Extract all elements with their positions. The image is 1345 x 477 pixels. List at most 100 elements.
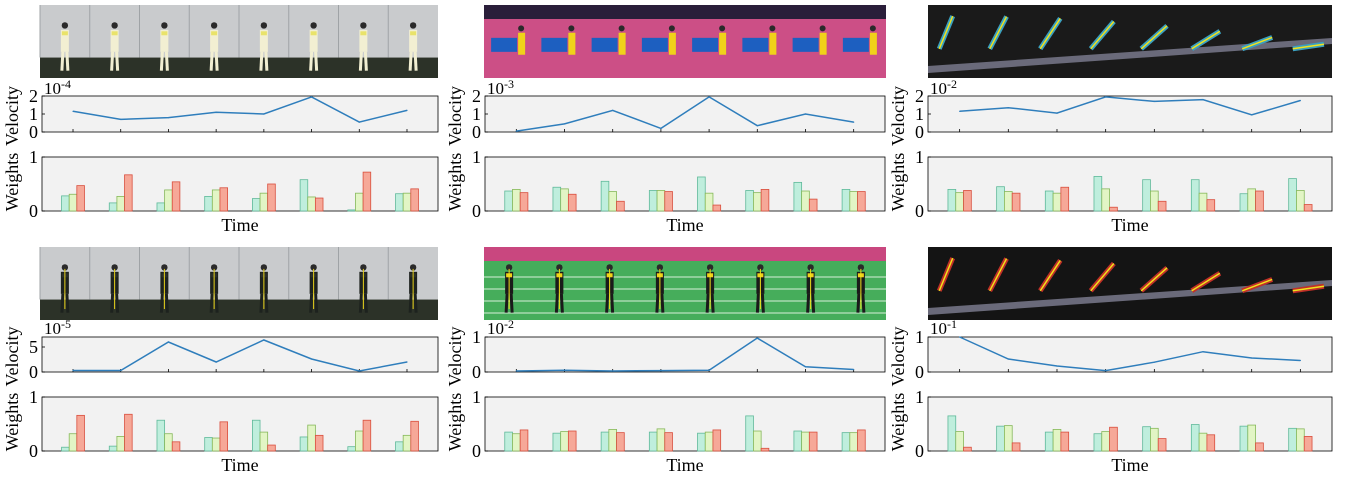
weight-bar-series-1: [793, 181, 803, 212]
weight-bar-series-1: [1093, 176, 1103, 212]
weight-bar-series-3: [76, 185, 85, 212]
weight-bar-series-1: [745, 415, 754, 452]
velocity-series-line: [516, 96, 854, 132]
weight-bar-series-2: [355, 430, 364, 452]
weight-bar-series-3: [1011, 442, 1021, 452]
weights-axes: [927, 156, 1333, 212]
velocity-chart: 210 10-2 Velocity: [888, 77, 1333, 146]
x-axis-label: Time: [666, 215, 703, 235]
velocity-point: [1153, 361, 1155, 363]
y-tick-label: 0: [472, 441, 481, 461]
weight-bar-series-2: [656, 190, 666, 212]
velocity-point: [120, 118, 122, 120]
y-tick-label: 0: [915, 362, 924, 382]
weight-bar-series-3: [124, 174, 133, 212]
velocity-point: [263, 339, 265, 341]
velocity-point: [406, 109, 408, 111]
weight-bar-series-1: [841, 188, 851, 212]
y-tick-label: 0: [915, 122, 924, 142]
velocity-point: [756, 125, 758, 127]
weight-bar-series-2: [68, 433, 78, 452]
velocity-point: [756, 337, 758, 339]
weight-bar-series-1: [1142, 179, 1151, 212]
velocity-point: [72, 369, 74, 372]
y-tick-label: 0: [29, 122, 38, 142]
weight-bar-series-3: [963, 446, 972, 452]
scale-label: 10-5: [44, 317, 71, 338]
weight-bar-series-3: [519, 192, 529, 212]
y-tick-label: 0: [472, 201, 481, 221]
weight-bar-series-2: [753, 430, 762, 452]
weight-bar-series-3: [171, 441, 181, 452]
weight-bar-series-3: [1206, 434, 1216, 452]
weight-bar-series-2: [164, 189, 173, 212]
x-axis-label: Time: [1111, 455, 1148, 475]
weight-bar-series-2: [656, 428, 666, 452]
velocity-point: [563, 369, 566, 371]
weight-bar-series-2: [1052, 192, 1062, 212]
y-tick-label: 0: [29, 201, 38, 221]
weight-bar-series-2: [1004, 191, 1013, 212]
velocity-point: [167, 341, 170, 343]
weights-axes: [484, 156, 886, 212]
weights-chart: 1 0 Weights Time: [445, 147, 886, 235]
weight-bar-series-3: [1109, 426, 1118, 452]
velocity-point: [708, 369, 710, 371]
velocity-point: [515, 130, 517, 132]
weight-bar-series-3: [1060, 186, 1070, 212]
weight-bar-series-2: [307, 424, 316, 452]
y-tick-label: 0: [472, 122, 481, 142]
weight-bar-series-2: [704, 431, 714, 452]
velocity-point: [1056, 365, 1058, 367]
weight-bar-series-3: [1109, 206, 1118, 212]
weight-bar-series-2: [704, 192, 714, 212]
y-tick-label: 5: [29, 337, 38, 357]
velocity-point: [660, 370, 662, 372]
weight-bar-series-3: [808, 431, 818, 452]
weights-chart: 1 0 Weights Time: [888, 387, 1333, 475]
weight-bar-series-3: [857, 191, 866, 212]
velocity-point: [563, 123, 566, 125]
action-frames-image: [484, 247, 886, 320]
weight-bar-series-2: [1150, 190, 1159, 212]
weight-bar-series-2: [955, 431, 964, 452]
weights-chart: 1 0 Weights Time: [2, 147, 439, 235]
weight-bar-series-2: [512, 433, 521, 452]
weight-bar-series-1: [1288, 427, 1297, 452]
weight-bar-series-1: [347, 446, 356, 452]
weight-bar-series-1: [108, 445, 118, 452]
velocity-point: [515, 370, 517, 372]
weight-bar-series-2: [259, 192, 269, 212]
velocity-chart: 210 10-3 Velocity: [445, 77, 886, 146]
weight-bar-series-3: [1157, 200, 1167, 212]
weight-bar-series-2: [1247, 424, 1256, 452]
velocity-series-line: [959, 96, 1301, 116]
x-axis-label: Time: [221, 455, 258, 475]
velocity-point: [215, 111, 217, 113]
weight-bar-series-1: [61, 446, 70, 452]
weight-bar-series-3: [1157, 438, 1167, 452]
y-tick-label: 2: [915, 86, 924, 106]
velocity-point: [612, 109, 614, 111]
weights-axes: [484, 396, 886, 452]
weight-bar-series-1: [600, 180, 610, 212]
velocity-series-line: [73, 339, 408, 372]
weight-bar-series-3: [616, 200, 625, 212]
weight-bar-series-3: [760, 188, 770, 212]
weight-bar-series-1: [552, 432, 562, 452]
weight-bar-series-3: [267, 183, 276, 212]
weight-bar-series-1: [108, 202, 118, 212]
weight-bar-series-3: [1303, 436, 1313, 452]
velocity-point: [263, 113, 265, 115]
weight-bar-series-3: [410, 420, 419, 452]
weight-bar-series-1: [947, 415, 957, 452]
weight-bar-series-2: [1101, 188, 1110, 212]
weight-bar-series-1: [793, 430, 803, 452]
velocity-point: [1007, 107, 1009, 109]
weight-bar-series-1: [1288, 178, 1297, 212]
y-axis-label: Velocity: [2, 86, 22, 146]
weights-axes: [41, 156, 439, 212]
y-tick-label: 0: [29, 441, 38, 461]
velocity-axes: [927, 95, 1333, 133]
scale-label: 10-2: [487, 317, 514, 338]
